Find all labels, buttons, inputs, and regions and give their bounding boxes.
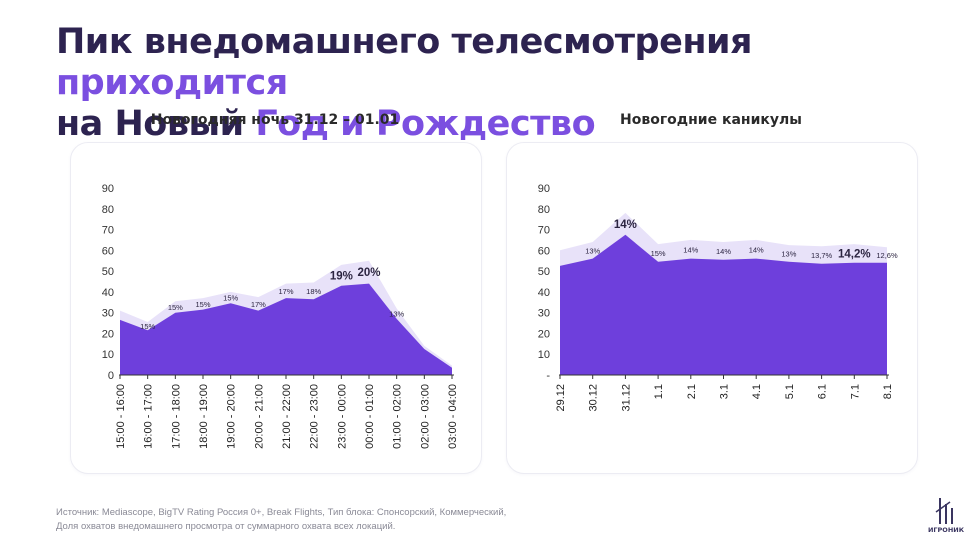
- chart2-data-label: 14,2%: [838, 248, 871, 260]
- chart1-xtick-label: 01:00 - 02:00: [392, 384, 404, 449]
- chart2-xtick-label: 2.1: [686, 384, 698, 399]
- source-line1: Источник: Mediascope, BigTV Rating Росси…: [56, 507, 507, 518]
- chart1-xtick-label: 22:00 - 23:00: [309, 384, 321, 449]
- chart1-xtick-label: 21:00 - 22:00: [281, 384, 293, 449]
- chart2-ytick-label: 30: [538, 308, 550, 320]
- chart2-xtick-label: 5.1: [784, 384, 796, 399]
- title-part1: Пик внедомашнего телесмотрения: [56, 22, 753, 62]
- chart1-xtick-label: 02:00 - 03:00: [419, 384, 431, 449]
- chart2-xtick-label: 3.1: [719, 384, 731, 399]
- chart1-ytick-label: 0: [108, 370, 114, 382]
- chart1-data-label: 19%: [330, 270, 353, 282]
- chart1-xtick-label: 16:00 - 17:00: [143, 384, 155, 449]
- chart1-data-label: 15%: [140, 322, 155, 331]
- chart1-ytick-label: 90: [102, 183, 114, 195]
- chart1-xtick-label: 03:00 - 04:00: [447, 384, 459, 449]
- chart2-xtick-label: 7.1: [849, 384, 861, 399]
- chart2-data-label: 13%: [585, 246, 600, 255]
- chart1-ytick-label: 10: [102, 349, 114, 361]
- chart1-ytick-label: 50: [102, 266, 114, 278]
- chart2-title: Новогодние каникулы: [620, 112, 802, 128]
- title-part4: Год и Рождество: [255, 104, 596, 144]
- chart2-xtick-label: 30.12: [588, 384, 600, 412]
- chart2-ytick-label: 70: [538, 225, 550, 237]
- title-part2: приходится: [56, 63, 288, 103]
- chart1-xtick-label: 19:00 - 20:00: [226, 384, 238, 449]
- chart2-data-label: 15%: [651, 249, 666, 258]
- chart1-data-label: 18%: [306, 287, 321, 296]
- chart2-data-label: 14%: [749, 245, 764, 254]
- chart2-xtick-label: 8.1: [882, 384, 894, 399]
- chart1-data-label: 13%: [389, 310, 404, 319]
- chart1-area-lower: [120, 283, 452, 375]
- chart1-xtick-label: 18:00 - 19:00: [198, 384, 210, 449]
- chart2-data-label: 12,6%: [876, 251, 898, 260]
- chart2-data-label: 13%: [781, 249, 796, 258]
- chart2-data-label: 14%: [614, 219, 637, 231]
- source-note: Источник: Mediascope, BigTV Rating Росси…: [56, 506, 676, 534]
- chart2-ytick-label: 40: [538, 287, 550, 299]
- chart1-data-label: 17%: [278, 287, 293, 296]
- chart2-ytick-label: 10: [538, 349, 550, 361]
- chart1-ytick-label: 30: [102, 308, 114, 320]
- chart2-xtick-label: 4.1: [751, 384, 763, 399]
- brand-logo: ИГРОНИК: [928, 498, 965, 534]
- logo-mark-icon: [935, 498, 953, 524]
- chart2-ytick-label: 80: [538, 204, 550, 216]
- title-part3: на Новый: [56, 104, 256, 144]
- chart1-title: Новогодняя ночь 31.12 – 01.01: [150, 112, 400, 128]
- source-line2: Доля охватов внедомашнего просмотра от с…: [56, 521, 396, 532]
- chart1-data-label: 17%: [251, 300, 266, 309]
- chart2-ytick-label: 20: [538, 328, 550, 340]
- chart2-data-label: 13,7%: [811, 251, 833, 260]
- chart1-xtick-label: 00:00 - 01:00: [364, 384, 376, 449]
- chart1-ytick-label: 20: [102, 328, 114, 340]
- chart2-ytick-label: 60: [538, 245, 550, 257]
- chart2-xtick-label: 1.1: [653, 384, 665, 399]
- chart1-xtick-label: 23:00 - 00:00: [336, 384, 348, 449]
- chart2-data-label: 14%: [716, 247, 731, 256]
- chart2-ytick-label: 90: [538, 183, 550, 195]
- chart1-data-label: 15%: [168, 303, 183, 312]
- chart2-xtick-label: 31.12: [620, 384, 632, 412]
- logo-text: ИГРОНИК: [928, 526, 965, 534]
- chart2-ytick-label: -: [546, 370, 550, 382]
- chart1-xtick-label: 15:00 - 16:00: [115, 384, 127, 449]
- chart1-ytick-label: 80: [102, 204, 114, 216]
- chart1-ytick-label: 60: [102, 245, 114, 257]
- chart1-ytick-label: 40: [102, 287, 114, 299]
- chart2-xtick-label: 29.12: [555, 384, 567, 412]
- chart2-ytick-label: 50: [538, 266, 550, 278]
- chart1-data-label: 15%: [195, 300, 210, 309]
- page-title: Пик внедомашнего телесмотрения приходитс…: [56, 22, 956, 145]
- chart2-xtick-label: 6.1: [817, 384, 829, 399]
- chart2-data-label: 14%: [683, 245, 698, 254]
- chart1-ytick-label: 70: [102, 225, 114, 237]
- chart1-xtick-label: 17:00 - 18:00: [170, 384, 182, 449]
- chart1-data-label: 20%: [357, 267, 380, 279]
- chart1-data-label: 15%: [223, 294, 238, 303]
- chart1-xtick-label: 20:00 - 21:00: [253, 384, 265, 449]
- chart2-area-lower: [560, 234, 887, 375]
